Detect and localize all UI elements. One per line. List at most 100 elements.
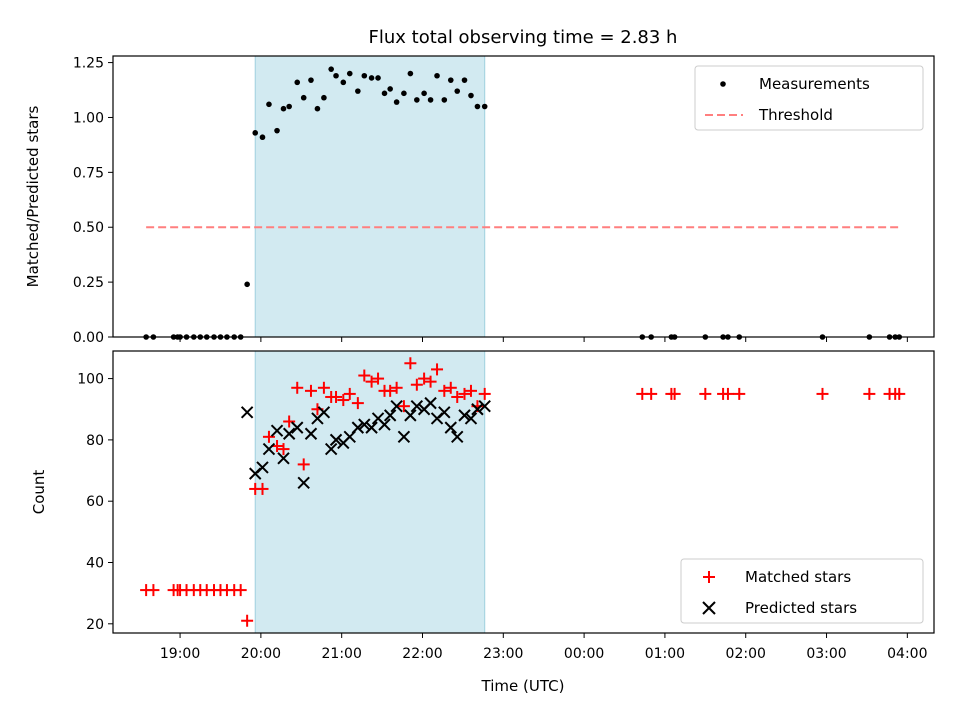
- predicted-stars-point: [378, 418, 391, 431]
- measurement-point: [368, 75, 375, 81]
- x-b: [464, 412, 478, 425]
- predicted-stars-point: [297, 476, 310, 490]
- y-tick-label: 40: [86, 556, 104, 572]
- predicted-stars-point: [397, 430, 411, 444]
- legend-label: Threshold: [758, 106, 833, 124]
- predicted-stars-point: [444, 421, 457, 434]
- measurement-point: [328, 66, 334, 72]
- x-b: [404, 409, 417, 422]
- measurement-point: [244, 281, 250, 288]
- y-tick-label: 80: [86, 433, 104, 449]
- predicted-stars-point: [262, 442, 276, 456]
- measurement-point: [393, 99, 400, 105]
- matched-stars-point: [893, 387, 906, 400]
- y-axis-label: Matched/Predicted stars: [24, 106, 42, 288]
- y-tick-label: 100: [77, 372, 104, 388]
- x-tick-label: 00:00: [564, 646, 604, 662]
- x-b: [365, 421, 378, 434]
- matched-stars-point: [645, 387, 658, 400]
- x-b: [438, 406, 451, 419]
- y-tick-label: 1.00: [73, 110, 104, 126]
- measurement-point: [454, 88, 461, 94]
- chart-title: Flux total observing time = 2.83 h: [369, 27, 678, 48]
- matched-stars-point: [241, 614, 254, 627]
- matched-stars-point: [424, 375, 437, 388]
- legend-label: Measurements: [759, 75, 870, 93]
- matched-stars-point: [351, 397, 364, 410]
- matched-stars-point: [390, 381, 403, 394]
- measurement-point: [461, 77, 468, 83]
- predicted-stars-point: [240, 406, 254, 419]
- matched-stars-point: [330, 390, 343, 403]
- predicted-stars-point: [351, 421, 365, 434]
- x-b: [262, 442, 276, 456]
- predicted-stars-point: [324, 442, 338, 456]
- x-b: [397, 430, 411, 444]
- x-tick-label: 19:00: [160, 646, 200, 662]
- legend-box: [680, 558, 924, 624]
- measurement-point: [266, 101, 272, 108]
- matched-stars-point: [444, 381, 457, 394]
- y-axis-label: Count: [30, 470, 48, 515]
- matched-stars-point: [234, 584, 247, 597]
- x-b: [291, 421, 304, 434]
- predicted-stars-point: [438, 406, 451, 419]
- predicted-stars-point: [329, 433, 343, 447]
- matched-stars-point: [464, 384, 477, 397]
- matched-stars-point: [397, 400, 410, 413]
- measurement-point: [321, 94, 327, 101]
- x-b: [329, 433, 343, 447]
- measurement-point: [274, 127, 280, 134]
- y-tick-label: 0.75: [73, 165, 104, 181]
- matched-stars-point: [304, 384, 317, 397]
- matched-stars-point: [365, 375, 378, 388]
- matched-stars-point: [317, 381, 330, 394]
- predicted-stars-point: [383, 409, 397, 422]
- legend-box: [694, 65, 924, 131]
- predicted-stars-point: [404, 409, 417, 422]
- measurement-point: [340, 79, 347, 86]
- matched-stars-point: [404, 357, 417, 370]
- x-tick-label: 03:00: [806, 646, 846, 662]
- measurement-point: [447, 77, 454, 83]
- observing-window-shade: [254, 350, 486, 634]
- matched-stars-point: [147, 584, 160, 597]
- matched-stars-point: [431, 363, 444, 376]
- matched-stars-point: [721, 387, 734, 400]
- matched-stars-point: [816, 387, 829, 400]
- top-panel: 0.00 0.25 0.50 0.75 1.00 1.25 Matched/Predicte…: [24, 55, 935, 346]
- predicted-stars-point: [317, 406, 331, 419]
- measurement-point: [434, 72, 440, 79]
- measurement-point: [414, 97, 420, 103]
- measurement-point: [407, 70, 414, 77]
- legend: Matched stars Predicted stars: [680, 558, 924, 624]
- matched-stars-point: [291, 381, 304, 394]
- x-tick-label: 21:00: [322, 646, 362, 662]
- predicted-stars-point: [471, 403, 484, 416]
- y-tick-label: 0.25: [73, 275, 104, 291]
- x-tick-label: 23:00: [483, 646, 523, 662]
- measurement-point: [375, 75, 381, 81]
- matched-stars-point: [478, 387, 491, 400]
- observing-window-shade: [254, 55, 486, 338]
- x-tick-label: 22:00: [402, 646, 442, 662]
- x-b: [410, 399, 424, 413]
- matched-stars-point: [372, 372, 385, 385]
- measurement-point: [300, 94, 307, 101]
- measurement-point: [308, 77, 314, 83]
- measurement-point: [468, 92, 474, 99]
- matched-stars-point: [410, 378, 423, 391]
- measurement-point: [333, 72, 339, 79]
- x-tick-label: 20:00: [241, 646, 281, 662]
- measurement-point: [259, 134, 266, 141]
- x-b: [256, 461, 269, 474]
- measurement-point: [346, 70, 353, 77]
- measurement-point: [294, 79, 301, 86]
- matched-stars-point: [418, 372, 431, 385]
- legend-label: Predicted stars: [745, 599, 857, 617]
- matched-stars-point: [337, 394, 350, 407]
- legend-dot-icon: [720, 81, 726, 87]
- predicted-stars-point: [424, 396, 437, 410]
- y-tick-label: 1.25: [73, 56, 104, 72]
